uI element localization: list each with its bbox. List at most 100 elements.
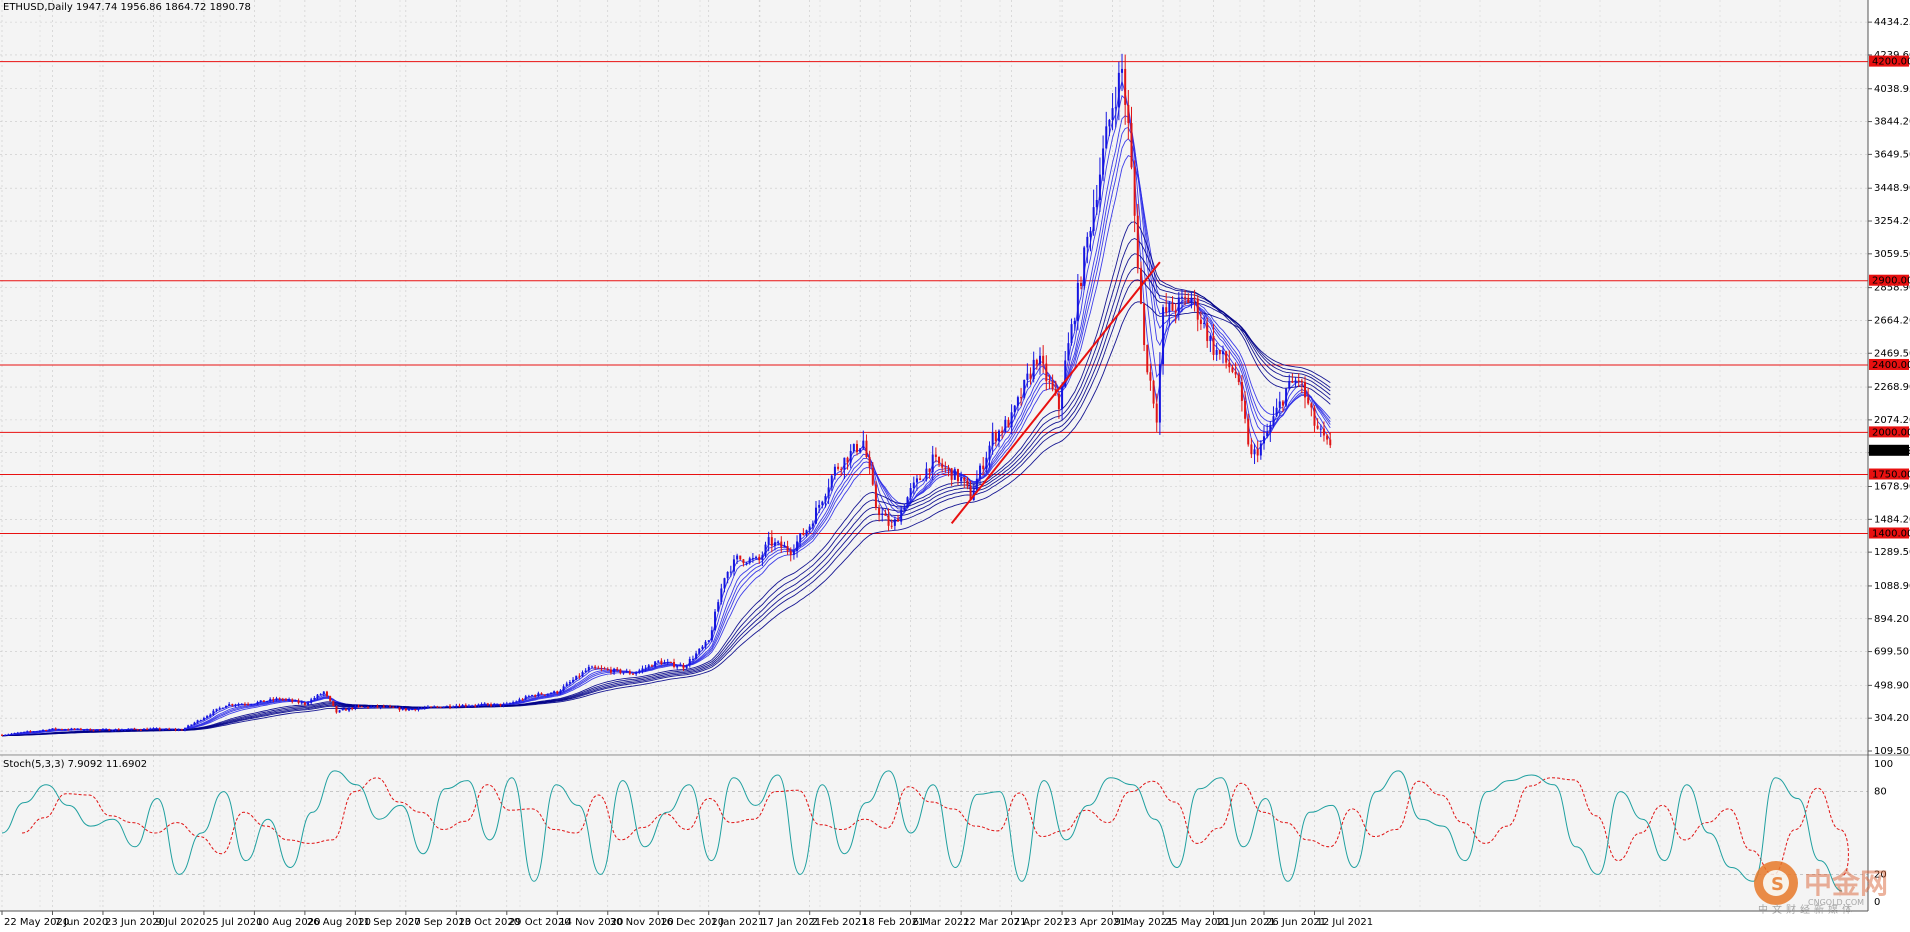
candle-body xyxy=(57,729,60,731)
candle-body xyxy=(830,475,833,488)
candle-body xyxy=(149,728,152,730)
ma-line xyxy=(2,267,1331,737)
candle-body xyxy=(1206,322,1209,342)
candle-body xyxy=(792,551,795,555)
candle-body xyxy=(805,530,808,535)
candle-body xyxy=(543,694,546,696)
candle-body xyxy=(594,666,597,668)
candle-body xyxy=(23,731,26,733)
candle-body xyxy=(439,706,442,708)
candle-body xyxy=(398,707,401,711)
candle-body xyxy=(568,682,571,684)
candle-body xyxy=(1064,360,1067,387)
stoch-scale-label: 20 xyxy=(1874,869,1887,880)
candle-body xyxy=(695,653,698,659)
candle-body xyxy=(881,513,884,516)
candle-body xyxy=(1086,236,1089,248)
candle-body xyxy=(827,487,830,497)
candle-body xyxy=(1130,123,1133,168)
candle-body xyxy=(291,699,294,702)
candle-body xyxy=(1221,351,1224,355)
y-tick-label: 3059.50 xyxy=(1874,249,1910,260)
y-tick-label: 2664.20 xyxy=(1874,315,1910,326)
candle-body xyxy=(1061,386,1064,410)
candle-body xyxy=(117,729,120,731)
candle-body xyxy=(1007,419,1010,428)
candle-body xyxy=(928,468,931,473)
candle-body xyxy=(1117,72,1120,108)
candle-body xyxy=(165,728,168,730)
candle-body xyxy=(590,666,593,668)
candle-body xyxy=(1215,349,1218,355)
candle-body xyxy=(411,709,414,711)
candle-body xyxy=(524,696,527,700)
candle-body xyxy=(628,671,631,674)
candle-body xyxy=(609,669,612,673)
x-tick-label: 9 Jul 2020 xyxy=(155,917,205,928)
candle-body xyxy=(42,730,45,732)
candle-body xyxy=(146,728,149,730)
stoch-plot-background xyxy=(0,756,1868,911)
candle-body xyxy=(994,432,997,442)
candle-body xyxy=(1023,379,1026,398)
candle-body xyxy=(490,704,493,706)
candle-body xyxy=(821,501,824,505)
candle-body xyxy=(1124,68,1127,105)
candle-body xyxy=(622,672,625,674)
candle-body xyxy=(1032,359,1035,380)
candle-body xyxy=(1266,432,1269,437)
candle-body xyxy=(316,694,319,699)
logo-inner-icon xyxy=(1763,870,1789,896)
candle-body xyxy=(215,708,218,711)
candle-body xyxy=(348,707,351,711)
candle-body xyxy=(1228,362,1231,368)
candle-body xyxy=(1225,351,1228,363)
candle-body xyxy=(1114,107,1117,109)
candle-body xyxy=(1048,381,1051,383)
candle-body xyxy=(534,695,537,697)
candle-body xyxy=(360,706,363,708)
candle-body xyxy=(1098,174,1101,201)
candle-body xyxy=(808,526,811,531)
candle-body xyxy=(1165,307,1168,313)
candle-body xyxy=(38,730,41,732)
candle-body xyxy=(70,728,73,730)
candle-body xyxy=(1174,310,1177,313)
candle-body xyxy=(1294,380,1297,383)
candle-body xyxy=(357,705,360,707)
candle-body xyxy=(1042,355,1045,364)
candle-body xyxy=(193,722,196,725)
candle-body xyxy=(632,673,634,675)
candle-body xyxy=(770,537,773,546)
candle-body xyxy=(332,700,335,706)
candle-body xyxy=(897,519,900,522)
candle-body xyxy=(196,720,199,723)
candle-body xyxy=(1247,418,1250,445)
y-tick-label: 4038.95 xyxy=(1874,84,1910,95)
candle-body xyxy=(76,728,79,730)
candle-body xyxy=(508,703,511,705)
candle-body xyxy=(729,571,732,573)
candle-body xyxy=(786,546,789,552)
candle-body xyxy=(335,705,338,713)
candle-body xyxy=(1089,230,1092,237)
candle-body xyxy=(635,672,638,675)
candle-body xyxy=(619,669,622,674)
candle-body xyxy=(887,515,890,526)
candle-body xyxy=(16,732,19,734)
candle-body xyxy=(874,484,877,508)
candle-body xyxy=(300,702,303,704)
candle-body xyxy=(363,706,366,708)
candle-body xyxy=(818,504,821,508)
candle-body xyxy=(758,556,761,561)
candle-body xyxy=(493,703,496,706)
candle-body xyxy=(1187,297,1190,303)
candle-body xyxy=(527,696,530,698)
watermark-tagline: 中文财经新媒体 xyxy=(1758,903,1856,916)
candle-body xyxy=(956,469,959,482)
candle-body xyxy=(531,695,534,697)
candle-body xyxy=(537,693,540,697)
x-tick-label: 30 Nov 2020 xyxy=(610,917,674,928)
candle-body xyxy=(1319,428,1322,430)
